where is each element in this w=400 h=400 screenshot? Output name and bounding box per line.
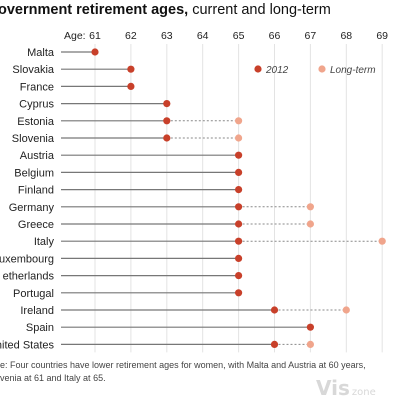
current-point — [235, 203, 243, 211]
country-label: Cyprus — [19, 99, 54, 111]
chart-row: Germany — [9, 202, 314, 214]
country-label: etherlands — [3, 271, 55, 283]
x-tick-label: 65 — [233, 30, 245, 42]
retirement-age-chart: overnment retirement ages, current and l… — [0, 2, 388, 353]
legend-marker-current — [254, 65, 262, 73]
current-point — [235, 237, 243, 245]
long-term-point — [235, 134, 243, 142]
chart-row: Cyprus — [19, 99, 171, 111]
x-tick-label: 68 — [340, 30, 352, 42]
chart-row: France — [20, 81, 135, 93]
long-term-point — [342, 306, 350, 314]
x-tick-label: 64 — [197, 30, 209, 42]
data-rows: Malta Slovakia France Cyprus Estonia Slovenia… — [0, 47, 386, 351]
chart-row: uxembourg — [0, 253, 243, 265]
country-label: Belgium — [14, 167, 54, 179]
chart-row: nited States — [0, 339, 314, 351]
x-tick-label: 63 — [161, 30, 173, 42]
chart-row: Belgium — [14, 167, 243, 179]
chart-row: Italy — [34, 236, 386, 248]
country-label: nited States — [0, 339, 55, 351]
gridlines — [94, 44, 383, 353]
current-point — [270, 340, 279, 348]
chart-row: Estonia — [17, 116, 243, 128]
current-point — [235, 272, 243, 280]
x-tick-label: 62 — [125, 30, 137, 42]
current-point — [127, 82, 135, 90]
legend-label-current: 2012 — [265, 65, 289, 76]
country-label: France — [20, 81, 54, 93]
chart-row: Portugal — [13, 288, 243, 300]
legend-label-long_term: Long-term — [330, 65, 376, 76]
country-label: Malta — [27, 47, 55, 59]
current-point — [306, 323, 314, 331]
chart-row: Greece — [18, 219, 314, 231]
country-label: Italy — [34, 236, 55, 248]
country-label: uxembourg — [0, 253, 54, 265]
legend: 2012 Long-term — [254, 65, 376, 76]
long-term-point — [306, 340, 314, 348]
x-tick-label: 69 — [376, 30, 388, 42]
chart-title-rest: current and long-term — [188, 2, 331, 18]
axis-prefix: Age: — [64, 30, 86, 42]
chart-row: Slovakia — [12, 64, 135, 76]
current-point — [235, 254, 243, 262]
footnote: e: Four countries have lower retirement … — [0, 359, 396, 385]
footnote-line-1: e: Four countries have lower retirement … — [0, 360, 366, 370]
footnote-line-2: venia at 61 and Italy at 65. — [0, 373, 106, 383]
current-point — [163, 100, 171, 108]
x-tick-label: 61 — [89, 30, 101, 42]
long-term-point — [378, 237, 386, 245]
current-point — [91, 48, 99, 56]
country-label: Finland — [18, 185, 54, 197]
current-point — [127, 65, 135, 73]
x-tick-label: 66 — [269, 30, 281, 42]
country-label: Portugal — [13, 288, 54, 300]
chart-row: Malta — [27, 47, 99, 59]
legend-marker-long_term — [318, 65, 326, 73]
country-label: Ireland — [20, 305, 54, 317]
country-label: Greece — [18, 219, 54, 231]
x-axis-ticks: 61 62 63 64 65 66 67 68 69 — [89, 30, 388, 42]
chart-title: overnment retirement ages, current and l… — [0, 2, 331, 18]
current-point — [235, 220, 243, 228]
current-point — [235, 168, 243, 176]
long-term-point — [306, 220, 314, 228]
chart-title-bold: overnment retirement ages, — [0, 2, 188, 18]
current-point — [163, 117, 171, 125]
chart-row: etherlands — [3, 271, 243, 283]
chart-row: Ireland — [20, 305, 350, 317]
chart-row: Slovenia — [12, 133, 243, 145]
country-label: Spain — [26, 322, 54, 334]
chart-row: Austria — [20, 150, 243, 162]
long-term-point — [306, 203, 314, 211]
country-label: Slovenia — [12, 133, 55, 145]
country-label: Germany — [9, 202, 55, 214]
current-point — [270, 306, 279, 314]
country-label: Estonia — [17, 116, 55, 128]
country-label: Austria — [20, 150, 55, 162]
current-point — [235, 289, 243, 297]
current-point — [163, 134, 171, 142]
country-label: Slovakia — [12, 64, 54, 76]
current-point — [235, 186, 243, 194]
long-term-point — [235, 117, 243, 125]
x-tick-label: 67 — [305, 30, 317, 42]
current-point — [235, 151, 243, 159]
chart-row: Finland — [18, 185, 243, 197]
watermark-logo: Vis zone — [316, 376, 376, 400]
chart-row: Spain — [26, 322, 314, 334]
